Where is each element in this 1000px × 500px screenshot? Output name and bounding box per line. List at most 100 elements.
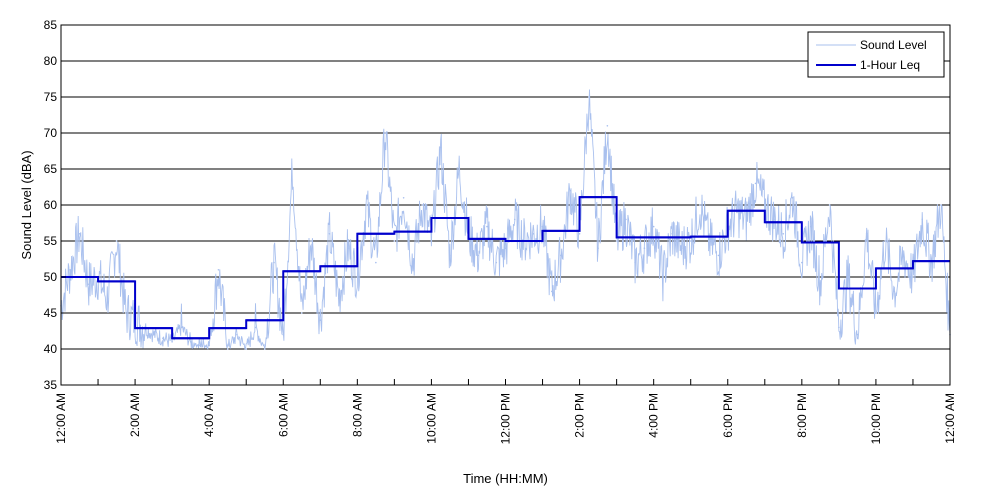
sound-level-point xyxy=(254,326,257,329)
sound-level-point xyxy=(476,254,479,257)
sound-level-point xyxy=(356,276,359,278)
sound-level-point xyxy=(486,225,488,228)
series-layer xyxy=(60,89,951,350)
sound-level-point xyxy=(125,312,127,314)
sound-level-point xyxy=(578,233,581,235)
sound-level-point xyxy=(245,348,248,350)
x-tick-label: 2:00 AM xyxy=(128,393,142,437)
sound-level-point xyxy=(199,344,201,347)
sound-level-point xyxy=(680,247,683,249)
y-tick-label: 85 xyxy=(44,18,58,32)
x-tick-label: 6:00 PM xyxy=(721,393,735,438)
sound-level-point xyxy=(152,333,155,336)
sound-level-point xyxy=(504,247,507,249)
sound-level-point xyxy=(162,337,164,340)
sound-level-point xyxy=(884,240,886,242)
sound-level-point xyxy=(421,204,423,206)
sound-level-point xyxy=(819,283,822,286)
x-tick-label: 6:00 AM xyxy=(276,393,290,437)
sound-level-point xyxy=(588,96,590,98)
x-axis-label: Time (HH:MM) xyxy=(463,471,548,486)
sound-level-point xyxy=(217,269,220,271)
sound-level-point xyxy=(625,218,627,221)
x-tick-label: 4:00 PM xyxy=(647,393,661,438)
y-tick-label: 40 xyxy=(44,342,58,356)
sound-level-point xyxy=(689,240,692,242)
sound-level-point xyxy=(745,218,748,221)
sound-level-point xyxy=(87,283,90,286)
sound-level-point xyxy=(439,146,442,149)
x-tick-label: 2:00 PM xyxy=(573,393,587,438)
sound-level-point xyxy=(458,168,460,170)
sound-level-point xyxy=(856,333,859,336)
sound-level-point xyxy=(328,233,331,235)
sound-level-point xyxy=(754,182,757,185)
sound-level-point xyxy=(865,233,868,235)
sound-level-point xyxy=(699,204,701,206)
y-tick-label: 35 xyxy=(44,378,58,392)
sound-level-point xyxy=(838,326,840,329)
sound-level-point xyxy=(763,204,766,206)
sound-level-point xyxy=(560,254,562,257)
sound-level-point xyxy=(921,218,924,221)
sound-level-point xyxy=(449,254,451,257)
sound-level-point xyxy=(495,261,498,264)
sound-level-point xyxy=(226,348,229,350)
sound-level-point xyxy=(273,261,275,264)
y-tick-label: 75 xyxy=(44,90,58,104)
legend-label-sound-level: Sound Level xyxy=(860,38,927,52)
sound-level-point xyxy=(902,254,905,257)
sound-level-point xyxy=(208,344,210,347)
sound-level-point xyxy=(828,204,831,206)
sound-level-point xyxy=(606,125,609,127)
sound-level-point xyxy=(597,247,599,249)
x-tick-label: 12:00 PM xyxy=(499,393,513,444)
gridlines xyxy=(61,60,950,350)
x-tick-label: 4:00 AM xyxy=(202,393,216,437)
sound-level-point xyxy=(375,261,377,264)
sound-level-point xyxy=(189,341,192,343)
sound-level-point xyxy=(310,240,312,242)
sound-level-point xyxy=(412,261,414,264)
sound-level-point xyxy=(939,204,942,206)
sound-level-point xyxy=(402,197,405,199)
sound-level-point xyxy=(532,233,535,235)
sound-level-point xyxy=(912,276,914,278)
sound-level-point xyxy=(662,276,664,278)
sound-level-point xyxy=(300,312,303,314)
legend-box xyxy=(807,31,945,78)
y-tick-label: 60 xyxy=(44,198,58,212)
sound-level-point xyxy=(347,247,349,249)
y-tick-label: 80 xyxy=(44,54,58,68)
sound-level-point xyxy=(736,211,738,213)
sound-level-point xyxy=(801,261,803,264)
y-tick-label: 55 xyxy=(44,234,58,248)
sound-level-point xyxy=(875,312,877,314)
sound-level-point xyxy=(282,333,285,336)
x-tick-label: 10:00 AM xyxy=(424,393,438,444)
sound-level-point xyxy=(115,240,118,242)
y-tick-label: 70 xyxy=(44,126,58,140)
sound-level-point xyxy=(180,326,183,329)
y-tick-label: 45 xyxy=(44,306,58,320)
sound-level-point xyxy=(365,204,368,206)
sound-level-point xyxy=(791,197,794,199)
sound-level-point xyxy=(643,247,646,249)
sound-level-point xyxy=(384,132,386,134)
sound-level-point xyxy=(106,297,109,300)
sound-level-point xyxy=(291,168,294,170)
sound-level-point xyxy=(393,240,396,242)
sound-level-point xyxy=(893,290,896,293)
sound-level-point xyxy=(810,225,812,228)
sound-level-point xyxy=(78,233,81,235)
sound-level-point xyxy=(652,225,655,228)
sound-level-point xyxy=(338,297,340,300)
sound-level-point xyxy=(569,189,572,192)
sound-level-point xyxy=(773,218,775,221)
sound-level-point xyxy=(847,276,849,278)
x-tick-label: 12:00 AM xyxy=(54,393,68,444)
y-axis-label: Sound Level (dBA) xyxy=(19,150,34,259)
legend-label-1-hour-leq: 1-Hour Leq xyxy=(860,58,920,72)
sound-level-point xyxy=(69,269,72,271)
axes: 35 40 45 50 55 60 65 70 75 80 85 12:00 AM 2:00 AM 4:0… xyxy=(44,18,957,444)
